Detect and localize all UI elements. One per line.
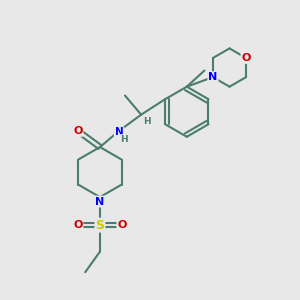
Text: H: H	[121, 135, 128, 144]
Text: S: S	[95, 219, 104, 232]
Text: O: O	[117, 220, 127, 230]
Text: H: H	[143, 117, 150, 126]
Text: N: N	[208, 72, 218, 82]
Text: O: O	[73, 220, 83, 230]
Text: N: N	[95, 196, 105, 206]
Text: N: N	[115, 127, 124, 137]
Text: O: O	[242, 53, 251, 63]
Text: O: O	[73, 126, 83, 136]
